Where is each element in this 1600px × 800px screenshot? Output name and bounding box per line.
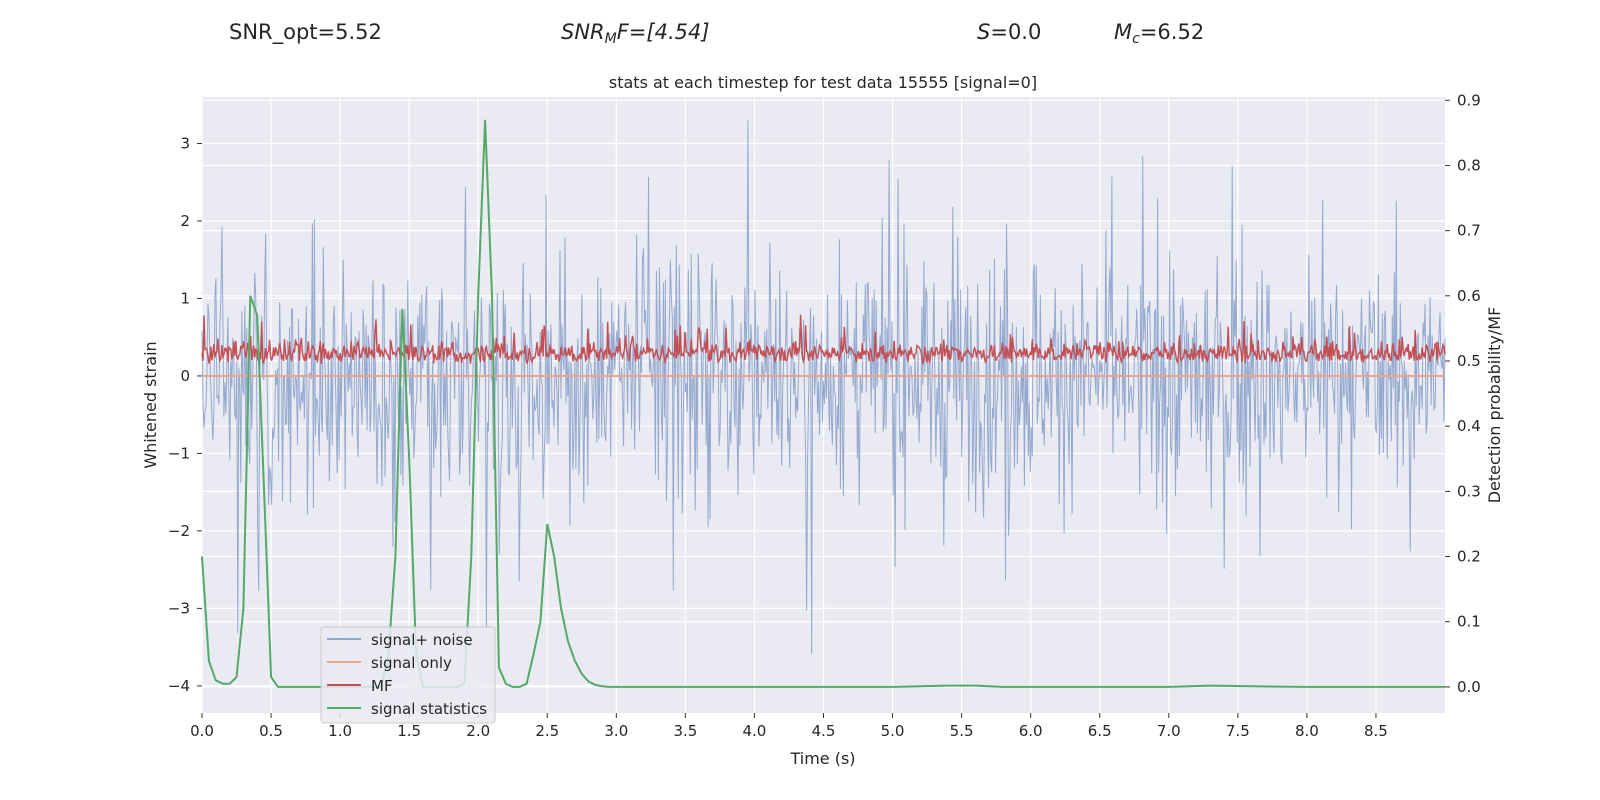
right-tick-label: 0.0 <box>1457 678 1481 696</box>
legend-label-mf: MF <box>371 677 393 695</box>
y-tick-label: −4 <box>168 677 190 695</box>
right-tick-label: 0.4 <box>1457 417 1481 435</box>
legend-label-signal-only: signal only <box>371 654 452 672</box>
x-tick-label: 1.0 <box>328 722 352 740</box>
x-tick-label: 6.0 <box>1019 722 1043 740</box>
s-name: S <box>977 20 991 44</box>
s-value-label: S=0.0 <box>977 18 1041 46</box>
snr-mf-rest: F=[4.54] <box>616 20 710 44</box>
y-tick-label: 0 <box>180 367 190 385</box>
x-tick-label: 2.0 <box>466 722 490 740</box>
signal-noise-series <box>201 120 1446 654</box>
right-tick-label: 0.8 <box>1457 156 1481 174</box>
x-tick-label: 0.5 <box>259 722 283 740</box>
x-tick-label: 6.5 <box>1088 722 1112 740</box>
right-tick-label: 0.7 <box>1457 222 1481 240</box>
mc-sub: c <box>1132 31 1140 47</box>
y-tick-label: −1 <box>168 444 190 462</box>
x-tick-label: 8.0 <box>1295 722 1319 740</box>
mc-name: M <box>1114 20 1133 44</box>
right-tick-label: 0.2 <box>1457 548 1481 566</box>
right-tick-label: 0.9 <box>1457 91 1481 109</box>
x-tick-label: 8.5 <box>1364 722 1388 740</box>
x-tick-label: 0.0 <box>190 722 214 740</box>
legend-label-noise: signal+ noise <box>371 631 473 649</box>
x-tick-label: 7.0 <box>1157 722 1181 740</box>
y-axis-ticks: 3 2 1 0 −1 −2 −3 −4 <box>168 134 202 695</box>
y-tick-label: 1 <box>180 289 190 307</box>
x-tick-label: 7.5 <box>1226 722 1250 740</box>
snr-mf-name: SNR <box>561 20 605 44</box>
snr-opt-text: SNR_opt=5.52 <box>229 20 382 44</box>
chart-title: stats at each timestep for test data 155… <box>609 73 1037 92</box>
right-tick-label: 0.5 <box>1457 352 1481 370</box>
snr-mf-label: SNRMF=[4.54] <box>561 18 710 53</box>
snr-opt-label: SNR_opt=5.52 <box>229 18 382 46</box>
mf-line <box>201 314 1446 365</box>
legend: signal+ noise signal only MF signal stat… <box>320 626 496 724</box>
right-tick-label: 0.1 <box>1457 613 1481 631</box>
x-axis-ticks: 0.0 0.5 1.0 1.5 2.0 2.5 3.0 3.5 4.0 4.5 5.0 5.5 6.0 6… <box>190 713 1388 740</box>
mf-series <box>201 314 1446 365</box>
s-value: =0.0 <box>990 20 1042 44</box>
x-tick-label: 4.5 <box>812 722 836 740</box>
x-tick-label: 4.0 <box>743 722 767 740</box>
mc-value-label: Mc=6.52 <box>1114 18 1204 53</box>
x-tick-label: 5.5 <box>950 722 974 740</box>
y-tick-label: 2 <box>180 212 190 230</box>
legend-box <box>320 626 496 724</box>
snr-mf-sub: M <box>604 31 617 47</box>
signal-noise-line <box>201 120 1446 654</box>
y-tick-label: 3 <box>180 134 190 152</box>
x-tick-label: 2.5 <box>535 722 559 740</box>
x-tick-label: 3.0 <box>604 722 628 740</box>
right-tick-label: 0.3 <box>1457 482 1481 500</box>
right-tick-label: 0.6 <box>1457 287 1481 305</box>
right-axis-ticks: 0.9 0.8 0.7 0.6 0.5 0.4 0.3 0.2 0.1 0.0 <box>1445 91 1481 696</box>
mc-value: =6.52 <box>1139 20 1205 44</box>
x-tick-label: 5.0 <box>881 722 905 740</box>
x-tick-label: 1.5 <box>397 722 421 740</box>
legend-label-statistics: signal statistics <box>371 700 487 718</box>
x-axis-label: Time (s) <box>789 749 855 768</box>
right-axis-label: Detection probability/MF <box>1485 307 1504 504</box>
x-tick-label: 3.5 <box>673 722 697 740</box>
y-axis-label: Whitened strain <box>141 341 160 468</box>
y-tick-label: −2 <box>168 522 190 540</box>
y-tick-label: −3 <box>168 599 190 617</box>
